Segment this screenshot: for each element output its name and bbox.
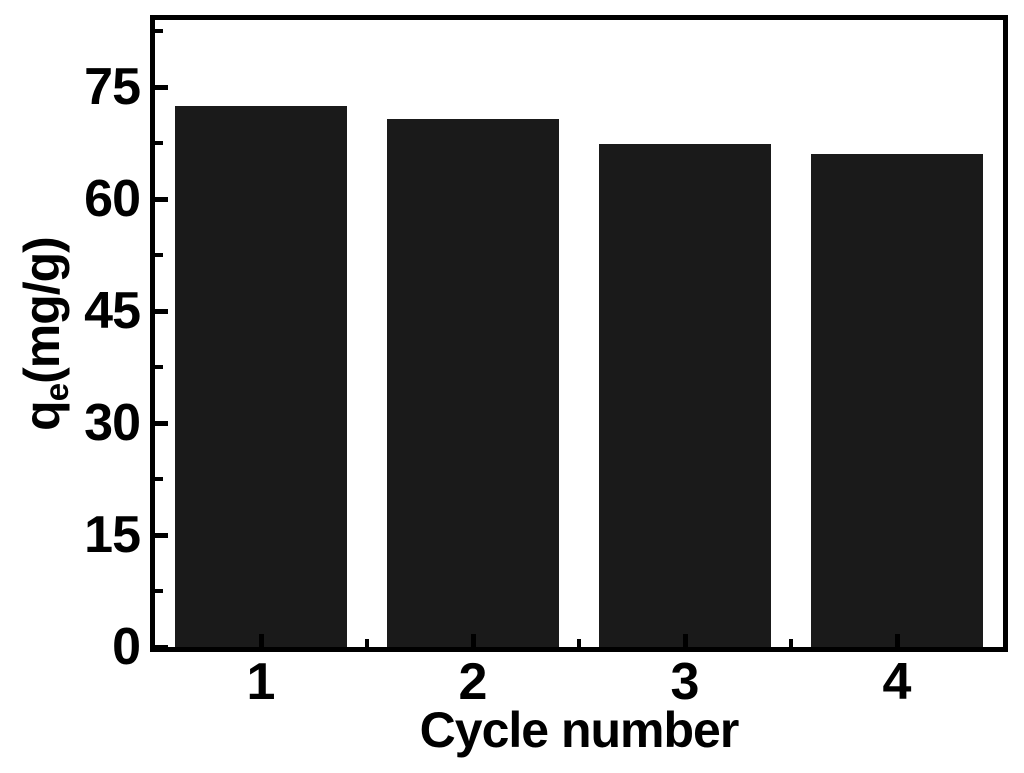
x-major-tick xyxy=(894,634,900,647)
y-minor-tick xyxy=(155,253,163,258)
y-minor-tick xyxy=(155,477,163,482)
bar-cycle-4 xyxy=(811,153,983,647)
x-tick-label: 2 xyxy=(458,653,488,711)
y-major-tick xyxy=(155,84,168,90)
x-minor-tick xyxy=(789,639,793,647)
y-major-tick xyxy=(155,420,168,426)
y-major-tick xyxy=(155,532,168,538)
x-minor-tick xyxy=(365,639,369,647)
bar-cycle-3 xyxy=(599,143,771,647)
y-minor-tick xyxy=(155,141,163,146)
y-tick-label: 75 xyxy=(84,58,141,117)
y-tick-label: 15 xyxy=(84,506,141,565)
bar-cycle-2 xyxy=(387,119,559,647)
y-minor-tick xyxy=(155,29,163,34)
y-tick-label: 0 xyxy=(112,618,141,676)
y-tick-label: 30 xyxy=(84,394,141,453)
x-tick-label: 3 xyxy=(670,653,700,711)
x-minor-tick xyxy=(577,639,581,647)
x-tick-label: 1 xyxy=(246,653,276,711)
y-tick-label: 45 xyxy=(84,282,141,341)
x-tick-label: 4 xyxy=(882,653,912,711)
bar-cycle-1 xyxy=(175,105,347,647)
y-minor-tick xyxy=(155,365,163,370)
y-major-tick xyxy=(155,644,168,650)
x-major-tick xyxy=(258,634,264,647)
x-major-tick xyxy=(682,634,688,647)
y-major-tick xyxy=(155,308,168,314)
y-tick-label: 60 xyxy=(84,170,141,229)
x-major-tick xyxy=(470,634,476,647)
x-axis-label: Cycle number xyxy=(419,702,740,758)
y-major-tick xyxy=(155,196,168,202)
y-minor-tick xyxy=(155,589,163,594)
plot-area xyxy=(150,15,1008,652)
